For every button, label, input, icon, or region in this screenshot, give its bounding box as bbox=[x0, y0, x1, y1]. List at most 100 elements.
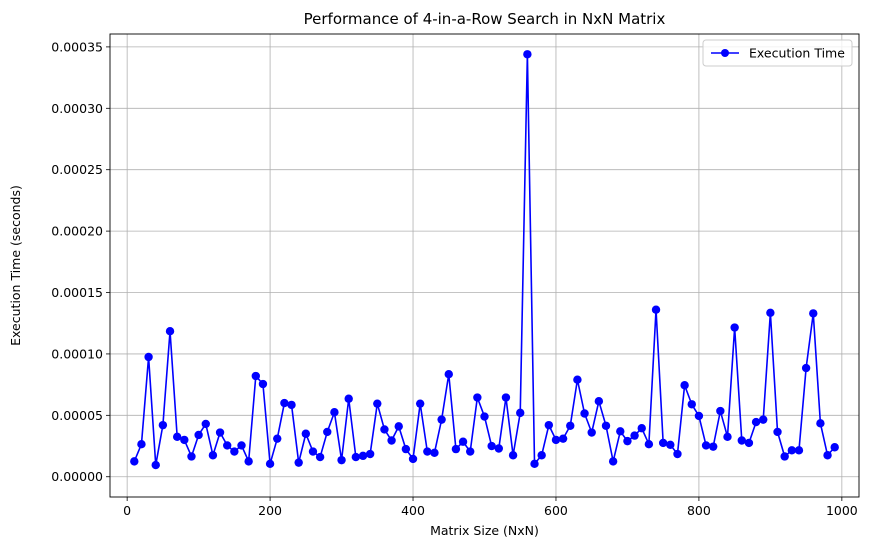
data-point bbox=[630, 431, 639, 440]
data-point bbox=[787, 446, 797, 455]
data-point bbox=[237, 441, 246, 450]
data-point bbox=[637, 424, 646, 433]
data-point bbox=[594, 397, 604, 406]
data-point bbox=[516, 408, 525, 418]
data-point bbox=[823, 451, 832, 460]
legend-box bbox=[702, 39, 853, 67]
data-point bbox=[265, 459, 275, 469]
y-tick-label: 0.00030 bbox=[51, 101, 103, 116]
data-point bbox=[608, 457, 618, 466]
data-point bbox=[751, 417, 761, 427]
data-point bbox=[394, 422, 403, 431]
data-point bbox=[130, 457, 139, 466]
data-point bbox=[744, 438, 754, 448]
data-point bbox=[458, 437, 468, 446]
data-point bbox=[351, 452, 361, 462]
data-point bbox=[830, 443, 839, 452]
data-point bbox=[466, 447, 475, 456]
y-tick-label: 0.00010 bbox=[51, 346, 103, 361]
data-point bbox=[794, 446, 804, 455]
data-point bbox=[444, 369, 453, 379]
data-point bbox=[508, 451, 518, 460]
data-point bbox=[759, 415, 768, 424]
y-tick-label: 0.00000 bbox=[51, 469, 103, 484]
data-point bbox=[373, 399, 382, 408]
data-point bbox=[294, 458, 303, 467]
data-point bbox=[323, 427, 332, 437]
data-point bbox=[308, 447, 318, 456]
data-point bbox=[473, 393, 482, 402]
data-point bbox=[401, 444, 411, 454]
data-point bbox=[480, 412, 489, 421]
data-point bbox=[566, 421, 575, 430]
x-tick-label: 1000 bbox=[826, 503, 858, 518]
x-axis-title: Matrix Size (NxN) bbox=[430, 523, 539, 538]
y-tick-label: 0.00025 bbox=[51, 162, 103, 177]
x-tick-label: 200 bbox=[258, 503, 282, 518]
data-point bbox=[258, 379, 268, 389]
legend-label: Execution Time bbox=[749, 46, 845, 61]
x-tick-label: 0 bbox=[123, 503, 131, 518]
data-point bbox=[172, 432, 182, 442]
data-point bbox=[766, 308, 775, 317]
data-point bbox=[809, 309, 818, 318]
data-point bbox=[280, 398, 289, 408]
data-point bbox=[551, 435, 561, 445]
y-axis-title: Execution Time (seconds) bbox=[8, 185, 23, 346]
data-point bbox=[330, 408, 339, 417]
data-point bbox=[816, 419, 825, 428]
data-point bbox=[623, 436, 632, 446]
data-point bbox=[358, 451, 368, 461]
legend-marker-swatch bbox=[721, 49, 729, 57]
data-point bbox=[408, 454, 418, 464]
plot-area-frame bbox=[109, 33, 860, 498]
series-line-layer bbox=[133, 53, 836, 466]
data-point bbox=[680, 381, 689, 390]
data-point bbox=[365, 449, 375, 459]
data-point bbox=[215, 428, 225, 437]
data-point bbox=[380, 425, 389, 434]
data-point bbox=[487, 441, 496, 451]
data-point bbox=[580, 409, 589, 418]
y-tick-label: 0.00020 bbox=[51, 224, 103, 239]
data-point bbox=[651, 305, 661, 314]
series-marker-layer bbox=[130, 50, 839, 470]
data-point bbox=[701, 441, 711, 450]
data-point bbox=[716, 406, 725, 416]
data-point bbox=[337, 455, 346, 465]
data-point bbox=[180, 435, 189, 445]
data-point bbox=[165, 327, 175, 336]
data-point bbox=[144, 352, 153, 362]
data-point bbox=[694, 411, 704, 421]
data-point bbox=[673, 449, 682, 459]
data-point bbox=[523, 50, 532, 59]
x-tick-label: 600 bbox=[544, 503, 568, 518]
data-point bbox=[344, 394, 353, 403]
data-point bbox=[558, 434, 568, 443]
data-point bbox=[287, 400, 296, 410]
data-point bbox=[530, 459, 539, 469]
data-point bbox=[709, 442, 718, 451]
data-point bbox=[544, 420, 554, 430]
data-point bbox=[151, 460, 160, 470]
data-point bbox=[437, 415, 446, 424]
x-tick-label: 400 bbox=[401, 503, 425, 518]
data-point bbox=[251, 371, 260, 381]
data-point bbox=[137, 439, 146, 449]
data-point bbox=[573, 375, 582, 384]
data-point bbox=[230, 447, 239, 456]
series-line bbox=[133, 53, 836, 466]
y-tick-label: 0.00035 bbox=[51, 39, 103, 54]
data-point bbox=[494, 444, 503, 453]
data-point bbox=[301, 429, 311, 438]
data-point bbox=[587, 428, 596, 437]
data-point bbox=[208, 451, 218, 460]
data-point bbox=[187, 452, 196, 461]
y-tick-label: 0.00005 bbox=[51, 408, 103, 423]
data-point bbox=[223, 441, 232, 450]
data-point bbox=[687, 400, 696, 409]
axis-ticks: 0 200 400 600 800 1000 0.00000 0.00005 0.00010 0.… bbox=[51, 39, 858, 518]
data-point bbox=[273, 434, 282, 443]
chart-title: Performance of 4-in-a-Row Search in NxN … bbox=[304, 10, 666, 28]
